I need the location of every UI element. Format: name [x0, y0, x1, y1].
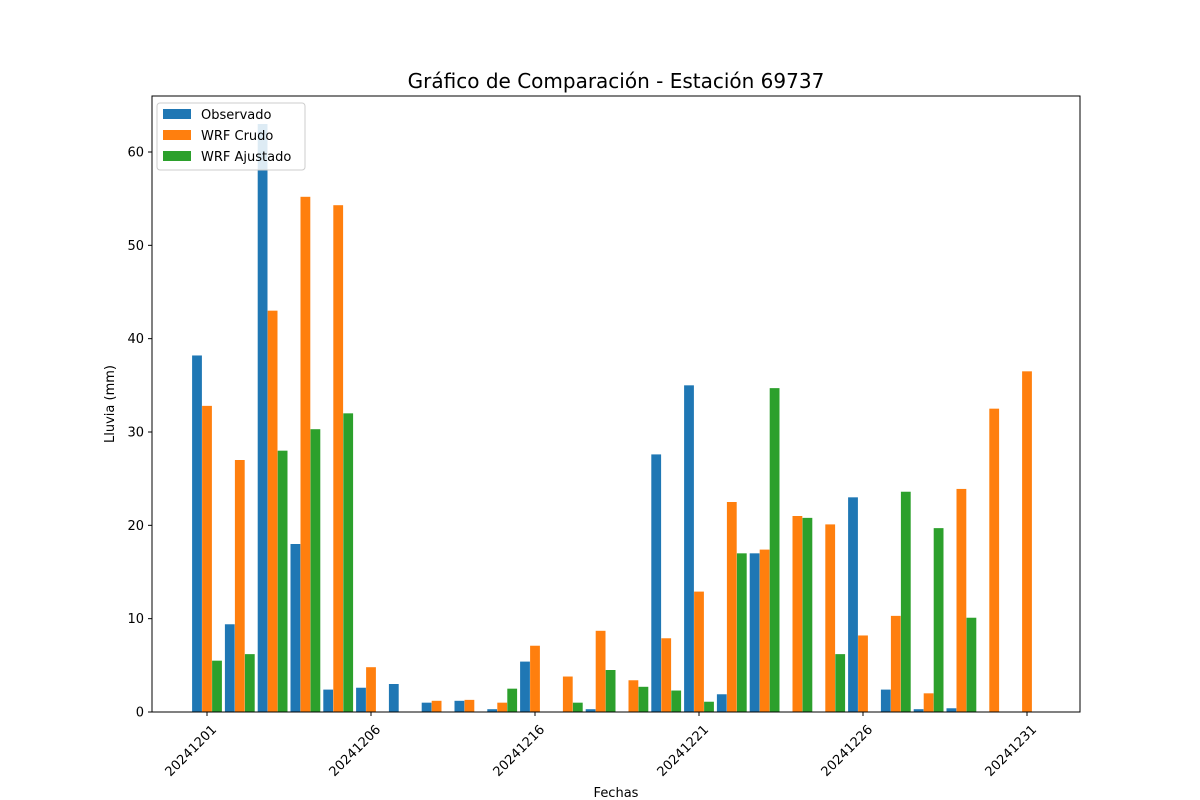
series-wrf-crudo	[202, 196, 1032, 713]
bar	[1022, 371, 1032, 712]
bar	[605, 670, 616, 712]
x-axis-title: Fechas	[594, 786, 639, 800]
legend-box	[156, 102, 306, 171]
bar	[224, 624, 235, 712]
bar	[716, 694, 727, 712]
legend-swatch	[163, 109, 191, 119]
bar	[628, 680, 639, 712]
bar	[900, 491, 911, 712]
series-wrf-ajustado	[212, 388, 977, 712]
bar	[835, 654, 846, 712]
bar	[749, 553, 760, 712]
bar	[464, 699, 475, 712]
bar	[333, 205, 344, 712]
y-tick-label: 0	[136, 706, 144, 721]
legend-swatch	[163, 151, 191, 161]
bar	[704, 701, 714, 712]
bar	[212, 660, 222, 712]
bar	[310, 429, 321, 712]
legend-label: WRF Ajustado	[201, 150, 291, 165]
bar	[192, 355, 202, 712]
bars-group	[192, 124, 1032, 713]
y-tick-label: 40	[127, 332, 144, 347]
bar	[736, 553, 747, 712]
bar	[759, 549, 770, 712]
y-tick-label: 50	[127, 239, 144, 254]
bar	[562, 676, 573, 712]
y-tick-label: 30	[127, 426, 144, 441]
bar	[202, 405, 212, 712]
bar	[366, 667, 376, 712]
y-tick-label: 60	[127, 146, 144, 161]
bar	[858, 635, 868, 712]
bar	[595, 630, 606, 712]
y-axis-title: Lluvia (mm)	[103, 365, 118, 443]
bar	[530, 645, 540, 712]
bar	[244, 654, 255, 712]
legend-label: Observado	[201, 108, 272, 123]
bar	[507, 688, 518, 712]
y-tick-label: 10	[127, 612, 144, 627]
bar	[792, 516, 803, 712]
bar	[989, 408, 1000, 712]
bar	[257, 124, 268, 712]
bar	[684, 385, 694, 712]
bar	[520, 661, 530, 712]
bar	[234, 460, 245, 712]
bar	[497, 702, 508, 712]
bar	[923, 693, 934, 712]
chart-title: Gráfico de Comparación - Estación 69737	[408, 69, 825, 93]
bar	[277, 450, 288, 712]
bar	[267, 310, 278, 712]
legend: Observado WRF Crudo WRF Ajustado	[156, 102, 306, 171]
y-axis: 0 10 20 30 40 50 60	[127, 146, 152, 721]
bar	[848, 497, 858, 712]
bar	[487, 709, 498, 712]
bar	[585, 709, 596, 712]
bar	[933, 528, 944, 712]
legend-swatch	[163, 130, 191, 140]
plot-frame	[151, 95, 1081, 713]
bar	[356, 687, 366, 712]
bar	[343, 413, 354, 712]
legend-label: WRF Crudo	[201, 129, 273, 144]
bar	[966, 617, 977, 712]
bar	[956, 488, 967, 712]
bar	[825, 524, 836, 712]
bar	[880, 689, 891, 712]
bar	[946, 708, 957, 712]
bar	[388, 684, 399, 712]
bar	[421, 702, 432, 712]
bar	[890, 615, 901, 712]
bar	[431, 700, 442, 712]
bar	[300, 196, 311, 713]
bar	[290, 544, 301, 712]
bar	[802, 517, 813, 712]
bar	[323, 689, 334, 712]
bar	[726, 502, 737, 712]
series-observado	[192, 124, 957, 712]
bar	[694, 591, 704, 712]
y-tick-label: 20	[127, 519, 144, 534]
bar	[651, 454, 662, 712]
bar	[913, 709, 924, 712]
bar	[661, 638, 672, 712]
bar	[572, 702, 583, 712]
bar	[638, 686, 649, 712]
bar	[454, 700, 465, 712]
bar	[769, 388, 780, 712]
bar	[671, 690, 682, 712]
